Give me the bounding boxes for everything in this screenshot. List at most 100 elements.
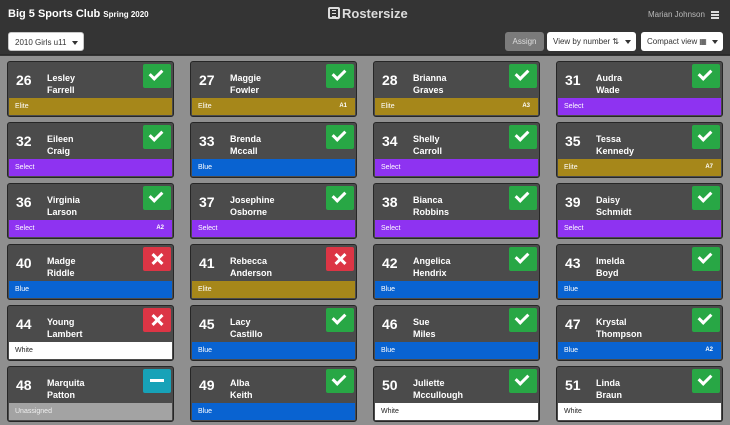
assign-button[interactable]: Assign [505,32,544,51]
player-card[interactable]: 42 Angelica Hendrix Blue [373,244,540,300]
accept-status-button[interactable] [326,369,354,393]
team-assignment-band[interactable]: White [9,342,172,359]
accept-status-button[interactable] [692,125,720,149]
chevron-down-icon [625,40,631,44]
team-assignment-band[interactable]: Unassigned [9,403,172,420]
check-icon [331,310,347,325]
player-first-name: Lacy [230,317,251,327]
accept-status-button[interactable] [326,125,354,149]
accept-status-button[interactable] [692,64,720,88]
player-name: Imelda Boyd [596,255,625,279]
team-assignment-band[interactable]: Blue [192,342,355,359]
accept-status-button[interactable] [143,125,171,149]
player-card[interactable]: 44 Young Lambert White [7,305,174,361]
team-assignment-band[interactable]: Elite A1 [192,98,355,115]
accept-status-button[interactable] [326,64,354,88]
player-card[interactable]: 34 Shelly Carroll Select [373,122,540,178]
team-assignment-band[interactable]: Select [9,159,172,176]
player-card[interactable]: 43 Imelda Boyd Blue [556,244,723,300]
team-label: Blue [198,408,213,415]
player-card[interactable]: 27 Maggie Fowler Elite A1 [190,61,357,117]
user-name[interactable]: Marian Johnson [648,10,705,19]
player-card[interactable]: 36 Virginia Larson Select A2 [7,183,174,239]
player-card[interactable]: 39 Daisy Schmidt Select [556,183,723,239]
accept-status-button[interactable] [692,186,720,210]
team-assignment-band[interactable]: Select [558,220,721,237]
accept-status-button[interactable] [143,64,171,88]
accept-status-button[interactable] [326,186,354,210]
minus-icon [150,379,164,382]
slot-tag: A2 [705,347,713,353]
player-card[interactable]: 33 Brenda Mccall Blue [190,122,357,178]
player-card[interactable]: 28 Brianna Graves Elite A3 [373,61,540,117]
team-assignment-band[interactable]: Select [192,220,355,237]
player-number: 51 [565,377,581,393]
player-card[interactable]: 47 Krystal Thompson Blue A2 [556,305,723,361]
team-assignment-band[interactable]: Elite A7 [558,159,721,176]
accept-status-button[interactable] [692,247,720,271]
team-assignment-band[interactable]: Elite [9,98,172,115]
player-number: 28 [382,72,398,88]
player-card[interactable]: 45 Lacy Castillo Blue [190,305,357,361]
player-card[interactable]: 38 Bianca Robbins Select [373,183,540,239]
accept-status-button[interactable] [692,369,720,393]
team-assignment-band[interactable]: Elite A3 [375,98,538,115]
accept-status-button[interactable] [692,308,720,332]
player-first-name: Shelly [413,134,440,144]
team-assignment-band[interactable]: Blue [192,159,355,176]
team-assignment-band[interactable]: Blue [9,281,172,298]
accept-status-button[interactable] [326,308,354,332]
team-assignment-band[interactable]: Elite [192,281,355,298]
player-name: Tessa Kennedy [596,133,634,157]
player-card[interactable]: 31 Audra Wade Select [556,61,723,117]
accept-status-button[interactable] [509,64,537,88]
accept-status-button[interactable] [509,247,537,271]
player-last-name: Castillo [230,329,263,339]
player-card[interactable]: 51 Linda Braun White [556,366,723,422]
chevron-down-icon [72,41,78,45]
player-card[interactable]: 32 Eileen Craig Select [7,122,174,178]
decline-status-button[interactable] [143,308,171,332]
player-card[interactable]: 48 Marquita Patton Unassigned [7,366,174,422]
team-label: Select [564,225,584,232]
compact-view-dropdown[interactable]: Compact view ▦ [641,32,723,51]
slot-tag: A3 [522,103,530,109]
accept-status-button[interactable] [509,308,537,332]
team-assignment-band[interactable]: White [375,403,538,420]
player-name: Alba Keith [230,377,253,401]
decline-status-button[interactable] [326,247,354,271]
player-card[interactable]: 35 Tessa Kennedy Elite A7 [556,122,723,178]
team-assignment-band[interactable]: Blue [558,281,721,298]
player-card[interactable]: 37 Josephine Osborne Select [190,183,357,239]
accept-status-button[interactable] [509,125,537,149]
team-assignment-band[interactable]: Blue [375,342,538,359]
player-card[interactable]: 26 Lesley Farrell Elite [7,61,174,117]
accept-status-button[interactable] [509,186,537,210]
player-grid: 26 Lesley Farrell Elite 27 Maggie Fowler Elite A… [0,56,730,425]
team-assignment-band[interactable]: Blue [375,281,538,298]
player-card[interactable]: 41 Rebecca Anderson Elite [190,244,357,300]
team-assignment-band[interactable]: Select [375,220,538,237]
view-by-dropdown[interactable]: View by number ⇅ [547,32,636,51]
team-assignment-band[interactable]: Select [375,159,538,176]
team-assignment-band[interactable]: White [558,403,721,420]
player-card[interactable]: 49 Alba Keith Blue [190,366,357,422]
brand-logo[interactable]: Rostersize [328,6,408,21]
player-number: 43 [565,255,581,271]
player-card[interactable]: 50 Juliette Mccullough White [373,366,540,422]
team-assignment-band[interactable]: Select [558,98,721,115]
decline-status-button[interactable] [143,247,171,271]
team-assignment-band[interactable]: Blue A2 [558,342,721,359]
accept-status-button[interactable] [509,369,537,393]
team-assignment-band[interactable]: Select A2 [9,220,172,237]
player-card[interactable]: 46 Sue Miles Blue [373,305,540,361]
accept-status-button[interactable] [143,186,171,210]
hamburger-menu-icon[interactable] [711,11,719,13]
pending-status-button[interactable] [143,369,171,393]
player-first-name: Rebecca [230,256,268,266]
player-card[interactable]: 40 Madge Riddle Blue [7,244,174,300]
player-first-name: Daisy [596,195,621,205]
team-select[interactable]: 2010 Girls u11 [8,32,84,51]
team-assignment-band[interactable]: Blue [192,403,355,420]
player-first-name: Virginia [47,195,80,205]
